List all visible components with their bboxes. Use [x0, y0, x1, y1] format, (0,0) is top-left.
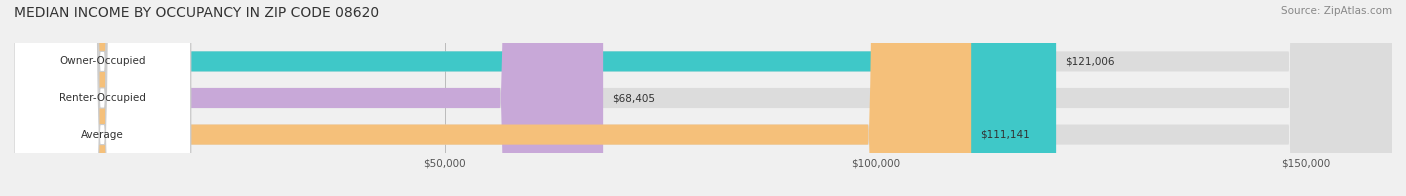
Text: $121,006: $121,006 [1064, 56, 1114, 66]
FancyBboxPatch shape [14, 0, 1392, 196]
FancyBboxPatch shape [14, 0, 191, 196]
FancyBboxPatch shape [14, 0, 1392, 196]
FancyBboxPatch shape [14, 0, 1056, 196]
FancyBboxPatch shape [14, 0, 191, 196]
FancyBboxPatch shape [14, 0, 191, 196]
Text: MEDIAN INCOME BY OCCUPANCY IN ZIP CODE 08620: MEDIAN INCOME BY OCCUPANCY IN ZIP CODE 0… [14, 6, 380, 20]
FancyBboxPatch shape [14, 0, 1392, 196]
Text: $111,141: $111,141 [980, 130, 1029, 140]
FancyBboxPatch shape [14, 0, 972, 196]
Text: Renter-Occupied: Renter-Occupied [59, 93, 146, 103]
FancyBboxPatch shape [14, 0, 603, 196]
Text: Owner-Occupied: Owner-Occupied [59, 56, 146, 66]
Text: Average: Average [82, 130, 124, 140]
Text: Source: ZipAtlas.com: Source: ZipAtlas.com [1281, 6, 1392, 16]
Text: $68,405: $68,405 [612, 93, 655, 103]
